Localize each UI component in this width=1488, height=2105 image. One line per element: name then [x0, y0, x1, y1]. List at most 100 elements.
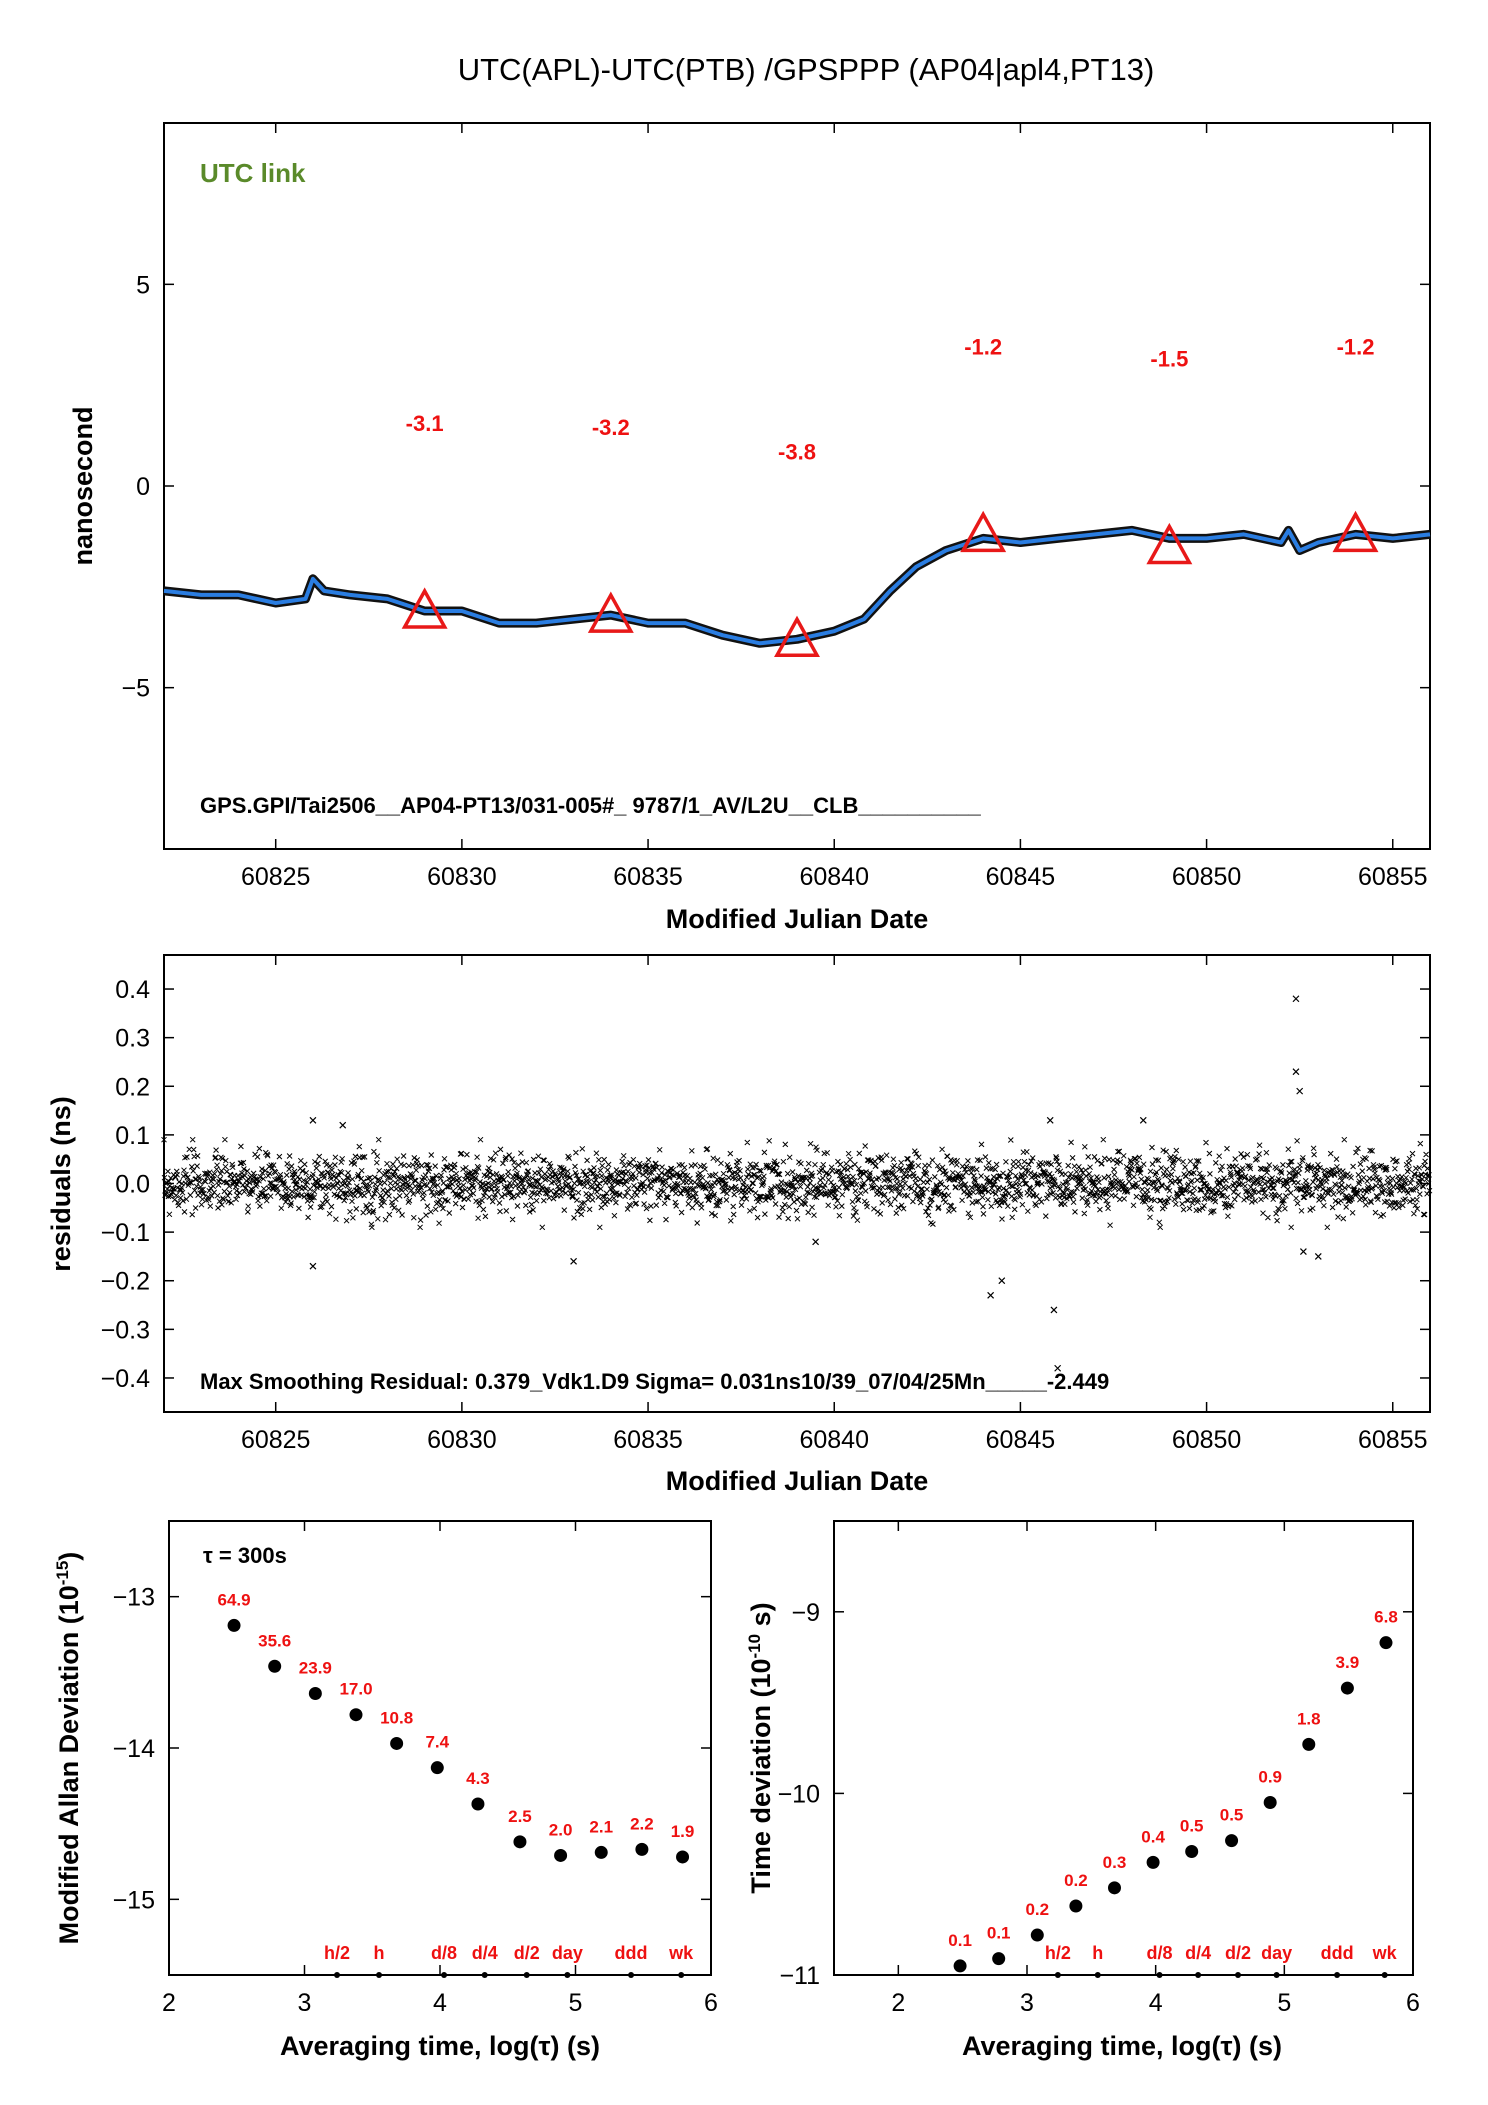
tdev-interval-dot [1334, 1972, 1341, 1978]
mdev-point [308, 1687, 322, 1701]
residual-point [339, 1121, 347, 1129]
tdev-interval-label: h/2 [1045, 1943, 1071, 1963]
residual-point [998, 1277, 1006, 1285]
utc-link-panel: UTC link nanosecond Modified Julian Date… [68, 122, 1431, 934]
utc-link-x-tick-label: 60840 [799, 863, 869, 891]
tau-note: τ = 300s [203, 1543, 287, 1568]
residuals-y-tick-label: 0.4 [115, 976, 150, 1004]
residual-cloud [161, 1136, 1433, 1231]
utc-link-x-tick-label: 60850 [1172, 863, 1242, 891]
tdev-point-label: 0.2 [1025, 1900, 1049, 1919]
utc-link-tag: UTC link [200, 158, 306, 188]
utc-link-x-tick-label: 60845 [986, 863, 1056, 891]
mdev-x-tick-label: 6 [704, 1989, 718, 2017]
utc-link-x-tick-label: 60835 [613, 863, 683, 891]
mdev-point-label: 2.0 [549, 1820, 573, 1839]
mdev-y-tick-label: −14 [113, 1735, 156, 1763]
mdev-point-label: 2.2 [630, 1814, 654, 1833]
mdev-interval-label: d/4 [472, 1943, 498, 1963]
residuals-y-tick-label: 0.3 [115, 1025, 150, 1053]
mdev-interval-label: day [552, 1943, 583, 1963]
residuals-y-tick-label: −0.2 [101, 1268, 150, 1296]
mdev-x-tick-label: 4 [433, 1989, 447, 2017]
tdev-x-tick-label: 3 [1020, 1989, 1034, 2017]
residuals-y-tick-label: 0.2 [115, 1073, 150, 1101]
calibration-marker-label: -3.8 [778, 439, 816, 464]
residual-point [1299, 1248, 1307, 1255]
residuals-x-tick-label: 60835 [613, 1426, 683, 1454]
tdev-y-tick-label: −10 [778, 1780, 820, 1808]
calibration-marker [401, 587, 448, 629]
tdev-point [1107, 1881, 1121, 1895]
tdev-point-label: 1.8 [1297, 1709, 1321, 1728]
mdev-x-tick-label: 2 [162, 1989, 176, 2017]
residuals-y-tick-label: −0.1 [101, 1219, 150, 1247]
mdev-interval-dot [628, 1972, 635, 1978]
mdev-point-label: 23.9 [299, 1659, 332, 1678]
mdev-interval-dot [334, 1972, 341, 1978]
mdev-point-label: 2.5 [508, 1807, 532, 1826]
tdev-interval-label: day [1261, 1943, 1292, 1963]
mdev-x-tick-label: 5 [569, 1989, 583, 2017]
mdev-interval-label: h/2 [324, 1943, 350, 1963]
time-deviation-panel: Time deviation (10-10 s) Averaging time,… [745, 1520, 1420, 2061]
mdev-point [349, 1708, 363, 1722]
tdev-point [1030, 1928, 1044, 1942]
utc-link-data-band [163, 525, 1431, 648]
chart-title: UTC(APL)-UTC(PTB) /GPSPPP (AP04|apl4,PT1… [458, 52, 1155, 87]
mdev-point-label: 1.9 [671, 1822, 695, 1841]
residual-point [1292, 995, 1300, 1003]
tdev-x-tick-label: 5 [1277, 1989, 1291, 2017]
mdev-interval-label: d/8 [431, 1943, 457, 1963]
residuals-x-tick-label: 60830 [427, 1426, 497, 1454]
mdev-point-label: 2.1 [589, 1817, 613, 1836]
tdev-point [1302, 1737, 1316, 1751]
tdev-interval-label: d/4 [1185, 1943, 1211, 1963]
mdev-interval-label: wk [668, 1943, 694, 1963]
calibration-marker [587, 591, 634, 633]
residuals-panel: residuals (ns) Modified Julian Date Max … [46, 954, 1433, 1496]
tdev-interval-label: d/2 [1225, 1943, 1251, 1963]
mdev-point-label: 10.8 [380, 1708, 413, 1727]
residuals-x-tick-label: 60825 [241, 1426, 311, 1454]
residuals-annotation: Max Smoothing Residual: 0.379_Vdk1.D9 Si… [200, 1369, 1109, 1394]
tdev-point-label: 6.8 [1374, 1608, 1398, 1627]
mdev-point [227, 1618, 241, 1632]
residual-point [1296, 1087, 1304, 1095]
tdev-point-label: 0.3 [1103, 1853, 1127, 1872]
mdev-interval-label: h [374, 1943, 385, 1963]
mdev-point [268, 1659, 282, 1673]
mdev-point-label: 17.0 [339, 1680, 372, 1699]
residuals-y-tick-label: 0.1 [115, 1122, 150, 1150]
mdev-x-tick-label: 3 [298, 1989, 312, 2017]
mdev-interval-dot [564, 1972, 571, 1978]
utc-link-y-tick-label: 5 [136, 271, 150, 299]
mdev-point-label: 64.9 [217, 1590, 250, 1609]
residuals-y-tick-label: −0.3 [101, 1316, 150, 1344]
calibration-marker-label: -3.1 [406, 411, 444, 436]
tdev-point-label: 0.4 [1141, 1827, 1165, 1846]
utc-link-y-tick-label: 0 [136, 473, 150, 501]
residuals-x-tick-label: 60850 [1172, 1426, 1242, 1454]
utc-link-x-label: Modified Julian Date [666, 904, 929, 934]
tdev-x-tick-label: 6 [1406, 1989, 1420, 2017]
mdev-interval-label: d/2 [514, 1943, 540, 1963]
residual-point [812, 1238, 820, 1246]
utc-link-y-tick-label: −5 [121, 675, 150, 703]
tdev-point [953, 1959, 967, 1973]
tdev-point-label: 3.9 [1336, 1653, 1360, 1672]
tdev-interval-label: ddd [1321, 1943, 1354, 1963]
mdev-interval-dot [441, 1972, 448, 1978]
calibration-marker-label: -1.2 [964, 334, 1002, 359]
residuals-x-label: Modified Julian Date [666, 1466, 929, 1496]
tdev-point [1379, 1636, 1393, 1650]
tdev-point-label: 0.5 [1220, 1806, 1244, 1825]
residuals-y-label: residuals (ns) [46, 1096, 76, 1272]
tdev-point [1340, 1681, 1354, 1695]
residuals-x-tick-label: 60840 [799, 1426, 869, 1454]
tdev-x-tick-label: 4 [1149, 1989, 1163, 2017]
residual-point [1050, 1306, 1058, 1314]
tdev-point [1185, 1845, 1199, 1859]
modified-allan-deviation-panel: Modified Allan Deviation (10-15) Averagi… [53, 1520, 718, 2061]
